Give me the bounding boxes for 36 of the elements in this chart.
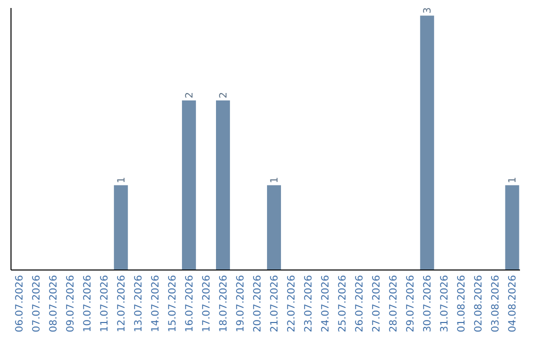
x-tick-label: 19.07.2026 <box>235 275 246 332</box>
x-tick-label: 16.07.2026 <box>184 275 196 332</box>
x-tick-label: 09.07.2026 <box>65 275 76 332</box>
x-tick-label: 21.07.2026 <box>270 275 281 332</box>
data-label: 2 <box>184 92 196 98</box>
data-label: 1 <box>270 176 281 184</box>
x-tick-label: 01.08.2026 <box>456 275 468 332</box>
x-tick-label: 02.08.2026 <box>474 275 485 332</box>
x-tick-label: 04.08.2026 <box>508 275 519 332</box>
x-tick-label: 31.07.2026 <box>440 275 451 332</box>
x-tick-label: 18.07.2026 <box>218 275 230 332</box>
x-tick-label: 13.07.2026 <box>133 275 144 332</box>
x-tick-label: 08.07.2026 <box>48 275 60 332</box>
x-tick-label: 24.07.2026 <box>320 275 332 332</box>
x-tick-label: 11.07.2026 <box>99 275 110 332</box>
x-tick-label: 06.07.2026 <box>14 275 26 332</box>
x-tick-label: 28.07.2026 <box>388 275 400 332</box>
x-tick-label: 10.07.2026 <box>82 275 94 332</box>
x-tick-label: 26.07.2026 <box>354 275 366 332</box>
x-tick-label: 07.07.2026 <box>31 275 42 332</box>
data-label: 1 <box>116 176 128 184</box>
x-tick-label: 03.08.2026 <box>490 275 502 332</box>
x-tick-label: 12.07.2026 <box>116 275 128 332</box>
x-tick-label: 14.07.2026 <box>150 275 162 332</box>
x-tick-label: 27.07.2026 <box>372 275 383 332</box>
x-tick-label: 17.07.2026 <box>201 275 212 332</box>
x-tick-label: 22.07.2026 <box>286 275 298 332</box>
x-tick-label: 20.07.2026 <box>252 275 264 332</box>
x-tick-label: 29.07.2026 <box>406 275 417 332</box>
data-label: 3 <box>422 7 434 14</box>
x-tick-label: 23.07.2026 <box>304 275 315 332</box>
x-tick-label: 30.07.2026 <box>422 275 434 332</box>
x-tick-label: 25.07.2026 <box>338 275 349 332</box>
data-label: 2 <box>218 92 230 98</box>
data-label: 1 <box>508 176 519 184</box>
x-tick-label: 15.07.2026 <box>167 275 178 332</box>
